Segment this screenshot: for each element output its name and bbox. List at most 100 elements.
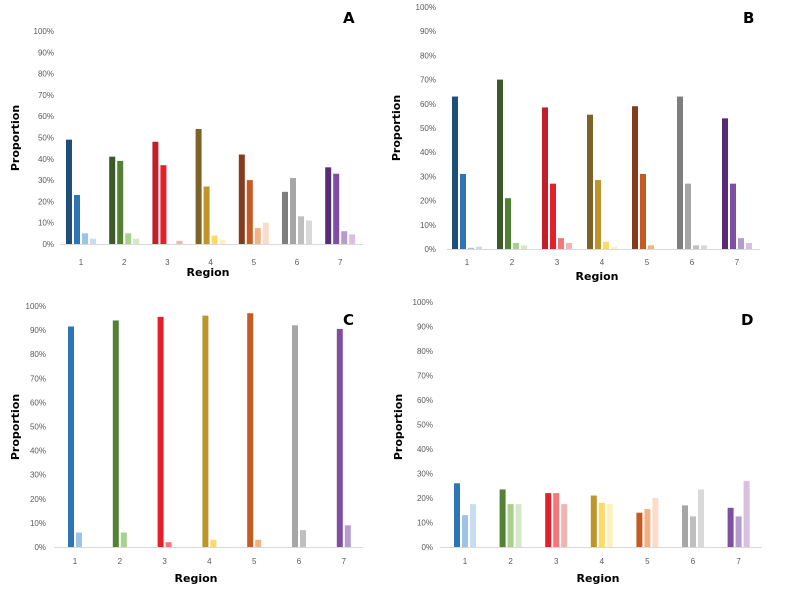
bar	[255, 539, 262, 547]
bar	[460, 173, 466, 249]
y-tick-label: 10%	[420, 221, 436, 230]
bar	[219, 239, 226, 244]
x-tick-label: 2	[510, 258, 515, 267]
bar	[203, 186, 210, 244]
x-tick-label: 6	[690, 258, 695, 267]
y-tick-label: 30%	[38, 176, 54, 185]
bar	[210, 539, 217, 547]
x-tick-label: 2	[122, 258, 127, 267]
y-tick-label: 0%	[421, 543, 433, 552]
bar	[246, 180, 253, 244]
y-tick-label: 80%	[30, 350, 46, 359]
bar	[693, 245, 699, 249]
y-tick-label: 80%	[420, 51, 436, 60]
x-tick-label: 1	[79, 258, 84, 267]
y-tick-label: 70%	[30, 374, 46, 383]
bar	[290, 177, 296, 244]
x-tick-label: 7	[735, 258, 740, 267]
bar	[542, 107, 548, 250]
y-tick-label: 30%	[417, 470, 433, 479]
bar	[292, 325, 298, 547]
bar	[133, 238, 140, 244]
bar	[125, 233, 132, 244]
y-axis-label: Proportion	[392, 394, 405, 460]
bar	[152, 141, 159, 244]
y-tick-label: 50%	[420, 124, 436, 133]
bar	[590, 495, 597, 547]
bar	[325, 167, 332, 244]
bar	[735, 516, 742, 547]
bar	[454, 483, 460, 547]
bar	[109, 156, 116, 244]
y-tick-label: 100%	[416, 3, 436, 12]
x-tick-label: 5	[645, 557, 650, 566]
bar	[561, 504, 568, 547]
x-axis-label: Region	[187, 266, 230, 279]
bar	[743, 480, 750, 547]
x-tick-label: 3	[162, 557, 167, 566]
bar	[468, 247, 474, 249]
y-tick-label: 40%	[420, 148, 436, 157]
y-tick-label: 60%	[417, 396, 433, 405]
bar	[553, 493, 560, 547]
x-tick-label: 1	[463, 557, 468, 566]
y-tick-label: 50%	[417, 421, 433, 430]
x-tick-label: 4	[208, 258, 213, 267]
bar	[282, 191, 288, 244]
bar	[698, 489, 704, 547]
bar	[452, 96, 458, 249]
y-tick-label: 40%	[30, 447, 46, 456]
bar	[685, 183, 691, 249]
y-tick-label: 0%	[34, 543, 46, 552]
x-tick-label: 6	[297, 557, 302, 566]
bar	[344, 525, 351, 547]
bar	[640, 173, 646, 249]
x-axis-label: Region	[576, 270, 619, 283]
y-tick-label: 40%	[38, 155, 54, 164]
bar	[470, 504, 476, 547]
x-tick-label: 4	[207, 557, 212, 566]
y-tick-label: 50%	[30, 423, 46, 432]
bar	[521, 245, 527, 249]
x-tick-label: 3	[554, 557, 559, 566]
bar	[157, 316, 164, 547]
bar	[746, 242, 752, 249]
x-tick-label: 5	[645, 258, 650, 267]
panel-label: B	[743, 9, 754, 27]
bar	[727, 507, 734, 547]
bar	[566, 242, 572, 249]
bar	[611, 246, 617, 249]
bar	[690, 516, 696, 547]
bar	[507, 504, 514, 547]
x-tick-label: 7	[338, 258, 343, 267]
y-tick-label: 0%	[42, 240, 54, 249]
x-tick-label: 1	[73, 557, 78, 566]
y-tick-label: 70%	[420, 76, 436, 85]
bar	[652, 498, 659, 547]
bar	[550, 183, 556, 249]
y-tick-label: 70%	[38, 91, 54, 100]
bar	[545, 493, 552, 547]
bar	[497, 79, 503, 249]
y-tick-label: 10%	[417, 519, 433, 528]
bar	[462, 515, 468, 547]
bar	[558, 238, 564, 249]
bar	[677, 96, 683, 249]
bar	[587, 114, 593, 249]
y-tick-label: 60%	[30, 398, 46, 407]
bar	[117, 160, 124, 244]
bar	[333, 173, 340, 244]
bar	[298, 216, 304, 244]
x-tick-label: 4	[600, 557, 605, 566]
bar	[682, 505, 688, 547]
bar	[160, 165, 167, 244]
bar	[349, 234, 356, 244]
y-tick-label: 30%	[420, 172, 436, 181]
bar	[632, 106, 638, 249]
bar	[595, 180, 601, 249]
bar	[336, 328, 343, 547]
y-tick-label: 90%	[417, 323, 433, 332]
bar	[476, 246, 482, 249]
y-tick-label: 60%	[420, 100, 436, 109]
